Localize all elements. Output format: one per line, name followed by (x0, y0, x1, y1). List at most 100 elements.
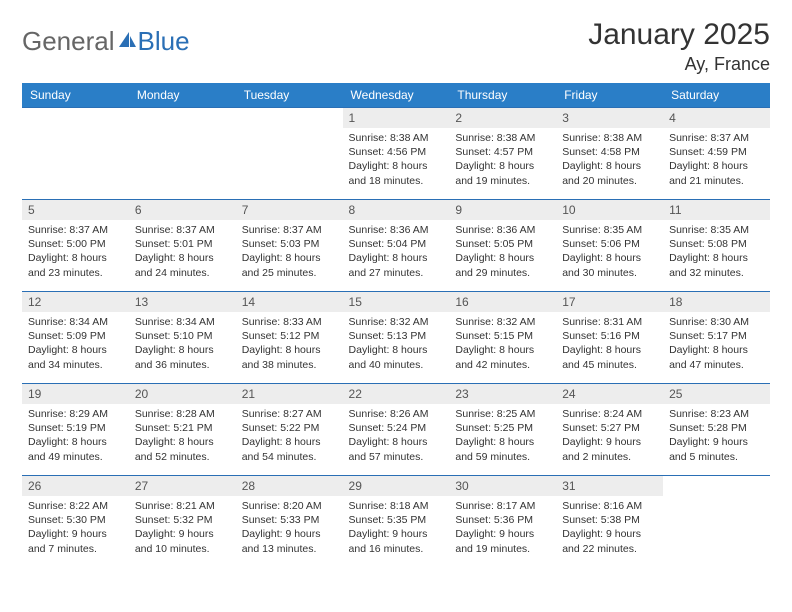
day-detail: Sunrise: 8:25 AMSunset: 5:25 PMDaylight:… (449, 404, 556, 468)
day-cell: 20Sunrise: 8:28 AMSunset: 5:21 PMDayligh… (129, 384, 236, 476)
day-number: 6 (129, 200, 236, 220)
day-number: 22 (343, 384, 450, 404)
day-detail: Sunrise: 8:20 AMSunset: 5:33 PMDaylight:… (236, 496, 343, 560)
day-cell: 6Sunrise: 8:37 AMSunset: 5:01 PMDaylight… (129, 200, 236, 292)
day-header: Monday (129, 83, 236, 108)
page-header: General Blue January 2025 Ay, France (22, 18, 770, 75)
week-row: 26Sunrise: 8:22 AMSunset: 5:30 PMDayligh… (22, 476, 770, 568)
day-number: 28 (236, 476, 343, 496)
day-detail: Sunrise: 8:26 AMSunset: 5:24 PMDaylight:… (343, 404, 450, 468)
day-cell: 5Sunrise: 8:37 AMSunset: 5:00 PMDaylight… (22, 200, 129, 292)
day-number: 7 (236, 200, 343, 220)
day-cell: 2Sunrise: 8:38 AMSunset: 4:57 PMDaylight… (449, 108, 556, 200)
day-header: Tuesday (236, 83, 343, 108)
day-detail: Sunrise: 8:37 AMSunset: 4:59 PMDaylight:… (663, 128, 770, 192)
day-detail: Sunrise: 8:23 AMSunset: 5:28 PMDaylight:… (663, 404, 770, 468)
day-number: 30 (449, 476, 556, 496)
day-cell: 27Sunrise: 8:21 AMSunset: 5:32 PMDayligh… (129, 476, 236, 568)
day-detail: Sunrise: 8:31 AMSunset: 5:16 PMDaylight:… (556, 312, 663, 376)
day-number: 27 (129, 476, 236, 496)
day-number: 16 (449, 292, 556, 312)
day-number: 2 (449, 108, 556, 128)
day-detail: Sunrise: 8:27 AMSunset: 5:22 PMDaylight:… (236, 404, 343, 468)
day-number: 14 (236, 292, 343, 312)
day-number: 15 (343, 292, 450, 312)
day-header: Thursday (449, 83, 556, 108)
day-number: 21 (236, 384, 343, 404)
day-detail: Sunrise: 8:33 AMSunset: 5:12 PMDaylight:… (236, 312, 343, 376)
day-cell: 3Sunrise: 8:38 AMSunset: 4:58 PMDaylight… (556, 108, 663, 200)
day-number: 17 (556, 292, 663, 312)
day-cell: 11Sunrise: 8:35 AMSunset: 5:08 PMDayligh… (663, 200, 770, 292)
day-number: 23 (449, 384, 556, 404)
day-cell: 7Sunrise: 8:37 AMSunset: 5:03 PMDaylight… (236, 200, 343, 292)
day-cell: 10Sunrise: 8:35 AMSunset: 5:06 PMDayligh… (556, 200, 663, 292)
day-number: 20 (129, 384, 236, 404)
day-number: 18 (663, 292, 770, 312)
day-cell: 31Sunrise: 8:16 AMSunset: 5:38 PMDayligh… (556, 476, 663, 568)
day-detail: Sunrise: 8:35 AMSunset: 5:06 PMDaylight:… (556, 220, 663, 284)
day-number: 12 (22, 292, 129, 312)
day-cell: 14Sunrise: 8:33 AMSunset: 5:12 PMDayligh… (236, 292, 343, 384)
day-cell: 25Sunrise: 8:23 AMSunset: 5:28 PMDayligh… (663, 384, 770, 476)
day-cell: 4Sunrise: 8:37 AMSunset: 4:59 PMDaylight… (663, 108, 770, 200)
day-number: 26 (22, 476, 129, 496)
day-number: 19 (22, 384, 129, 404)
calendar-table: SundayMondayTuesdayWednesdayThursdayFrid… (22, 83, 770, 568)
day-detail: Sunrise: 8:32 AMSunset: 5:15 PMDaylight:… (449, 312, 556, 376)
day-header: Saturday (663, 83, 770, 108)
day-header: Friday (556, 83, 663, 108)
day-detail: Sunrise: 8:34 AMSunset: 5:10 PMDaylight:… (129, 312, 236, 376)
brand-logo: General Blue (22, 18, 190, 57)
day-detail: Sunrise: 8:18 AMSunset: 5:35 PMDaylight:… (343, 496, 450, 560)
day-detail: Sunrise: 8:36 AMSunset: 5:04 PMDaylight:… (343, 220, 450, 284)
day-detail: Sunrise: 8:34 AMSunset: 5:09 PMDaylight:… (22, 312, 129, 376)
day-cell: 23Sunrise: 8:25 AMSunset: 5:25 PMDayligh… (449, 384, 556, 476)
day-header: Wednesday (343, 83, 450, 108)
day-detail: Sunrise: 8:30 AMSunset: 5:17 PMDaylight:… (663, 312, 770, 376)
day-cell: .. (663, 476, 770, 568)
day-cell: 30Sunrise: 8:17 AMSunset: 5:36 PMDayligh… (449, 476, 556, 568)
day-detail: Sunrise: 8:37 AMSunset: 5:01 PMDaylight:… (129, 220, 236, 284)
day-detail: Sunrise: 8:29 AMSunset: 5:19 PMDaylight:… (22, 404, 129, 468)
day-number: 13 (129, 292, 236, 312)
title-block: January 2025 Ay, France (588, 18, 770, 75)
day-detail: Sunrise: 8:36 AMSunset: 5:05 PMDaylight:… (449, 220, 556, 284)
day-number: 1 (343, 108, 450, 128)
day-cell: 21Sunrise: 8:27 AMSunset: 5:22 PMDayligh… (236, 384, 343, 476)
day-cell: 24Sunrise: 8:24 AMSunset: 5:27 PMDayligh… (556, 384, 663, 476)
month-title: January 2025 (588, 18, 770, 52)
day-cell: 19Sunrise: 8:29 AMSunset: 5:19 PMDayligh… (22, 384, 129, 476)
day-cell: 28Sunrise: 8:20 AMSunset: 5:33 PMDayligh… (236, 476, 343, 568)
day-cell: 22Sunrise: 8:26 AMSunset: 5:24 PMDayligh… (343, 384, 450, 476)
day-cell: .. (22, 108, 129, 200)
day-cell: 15Sunrise: 8:32 AMSunset: 5:13 PMDayligh… (343, 292, 450, 384)
day-cell: 8Sunrise: 8:36 AMSunset: 5:04 PMDaylight… (343, 200, 450, 292)
brand-part2: Blue (138, 26, 190, 57)
week-row: ......1Sunrise: 8:38 AMSunset: 4:56 PMDa… (22, 108, 770, 200)
day-cell: 16Sunrise: 8:32 AMSunset: 5:15 PMDayligh… (449, 292, 556, 384)
day-cell: 17Sunrise: 8:31 AMSunset: 5:16 PMDayligh… (556, 292, 663, 384)
day-cell: 13Sunrise: 8:34 AMSunset: 5:10 PMDayligh… (129, 292, 236, 384)
day-cell: .. (129, 108, 236, 200)
day-cell: .. (236, 108, 343, 200)
day-detail: Sunrise: 8:24 AMSunset: 5:27 PMDaylight:… (556, 404, 663, 468)
week-row: 5Sunrise: 8:37 AMSunset: 5:00 PMDaylight… (22, 200, 770, 292)
day-number: 3 (556, 108, 663, 128)
day-detail: Sunrise: 8:22 AMSunset: 5:30 PMDaylight:… (22, 496, 129, 560)
location-label: Ay, France (588, 54, 770, 75)
day-number: 8 (343, 200, 450, 220)
day-number: 5 (22, 200, 129, 220)
brand-part1: General (22, 26, 115, 57)
day-detail: Sunrise: 8:37 AMSunset: 5:00 PMDaylight:… (22, 220, 129, 284)
day-number: 24 (556, 384, 663, 404)
day-detail: Sunrise: 8:28 AMSunset: 5:21 PMDaylight:… (129, 404, 236, 468)
week-row: 12Sunrise: 8:34 AMSunset: 5:09 PMDayligh… (22, 292, 770, 384)
day-cell: 1Sunrise: 8:38 AMSunset: 4:56 PMDaylight… (343, 108, 450, 200)
week-row: 19Sunrise: 8:29 AMSunset: 5:19 PMDayligh… (22, 384, 770, 476)
day-number: 29 (343, 476, 450, 496)
day-cell: 9Sunrise: 8:36 AMSunset: 5:05 PMDaylight… (449, 200, 556, 292)
day-cell: 29Sunrise: 8:18 AMSunset: 5:35 PMDayligh… (343, 476, 450, 568)
day-detail: Sunrise: 8:37 AMSunset: 5:03 PMDaylight:… (236, 220, 343, 284)
day-detail: Sunrise: 8:35 AMSunset: 5:08 PMDaylight:… (663, 220, 770, 284)
